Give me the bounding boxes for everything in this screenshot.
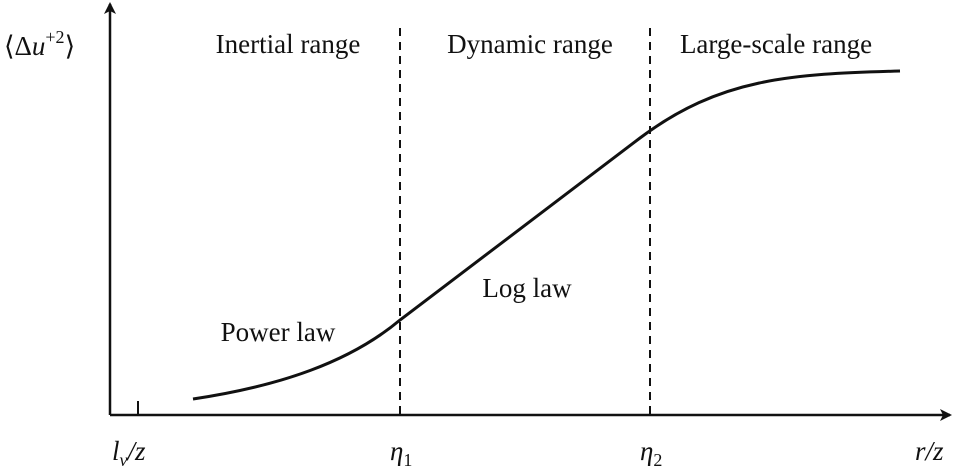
- curve: [192, 69, 901, 401]
- symbol: η: [390, 436, 403, 466]
- curve-label: Power law: [221, 317, 336, 347]
- symbol: /: [924, 436, 936, 466]
- x-mark-label: lv/z: [112, 436, 146, 470]
- x-mark-label: η2: [640, 436, 662, 470]
- x-axis-label: r/z: [915, 436, 944, 466]
- bracket: ⟩: [65, 31, 76, 61]
- subscript: 1: [403, 450, 412, 470]
- region-label: Dynamic range: [447, 29, 613, 59]
- symbol: l: [112, 436, 120, 466]
- symbol: η: [640, 436, 653, 466]
- subscript: 2: [653, 450, 662, 470]
- bracket: ⟨Δ: [4, 31, 32, 61]
- subscript: v: [120, 450, 128, 470]
- curve-label: Log law: [482, 273, 572, 303]
- region-label: Inertial range: [216, 29, 361, 59]
- symbol: r: [915, 436, 926, 466]
- x-mark-label: η1: [390, 436, 412, 470]
- region-label: Large-scale range: [680, 29, 872, 59]
- y-axis-label: ⟨Δu+2⟩: [4, 27, 75, 61]
- symbol: /z: [126, 436, 147, 466]
- symbol: z: [932, 436, 944, 466]
- variable: u: [32, 31, 46, 61]
- superscript: +2: [45, 27, 64, 47]
